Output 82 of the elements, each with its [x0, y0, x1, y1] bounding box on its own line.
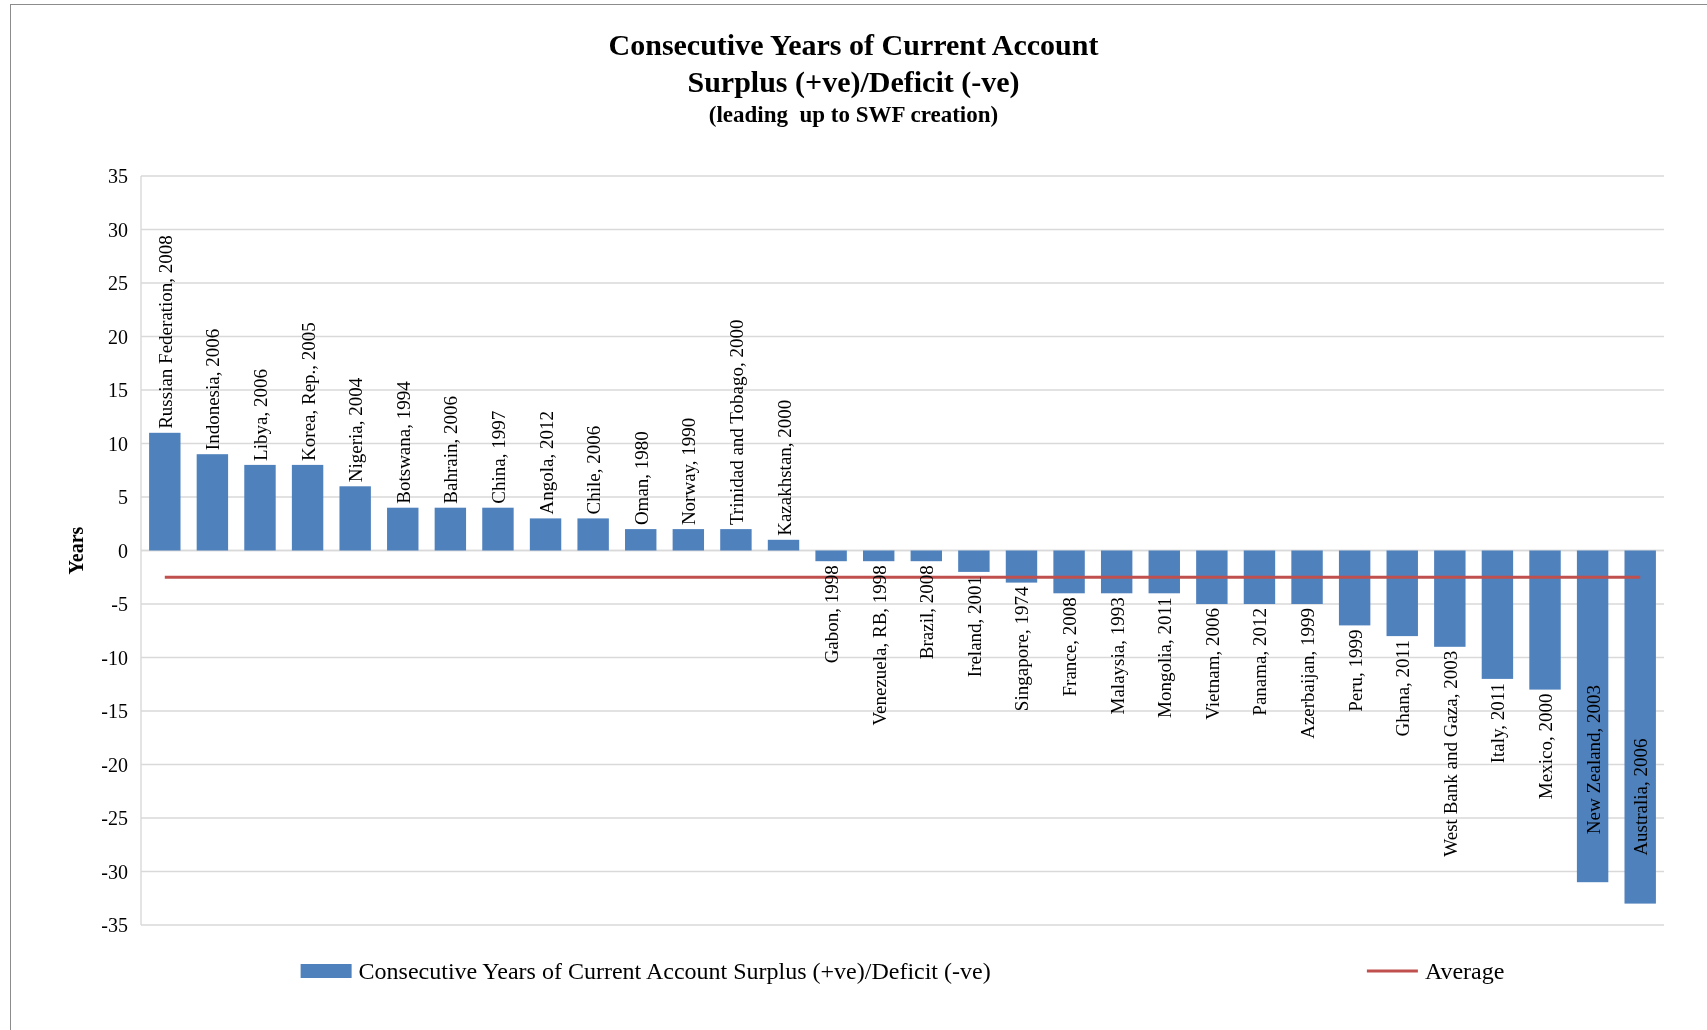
x-tick-label: Singapore, 1974: [1010, 586, 1032, 712]
bar: [1624, 550, 1656, 904]
y-tick-label: 10: [108, 432, 128, 455]
y-tick-label: -15: [101, 700, 128, 722]
x-tick-label: Bahrain, 2006: [439, 396, 461, 504]
bar: [1386, 550, 1418, 637]
y-tick-label: -10: [101, 646, 128, 669]
x-tick-label: Botswana, 1994: [392, 380, 414, 504]
bar: [958, 550, 990, 572]
x-tick-label: Gabon, 1998: [820, 565, 842, 664]
bar: [1196, 550, 1228, 604]
x-tick-label: Mexico, 2000: [1534, 693, 1556, 800]
y-tick-label: -20: [101, 753, 128, 776]
bar: [1434, 550, 1466, 647]
x-tick-label: Vietnam, 2006: [1201, 608, 1223, 720]
y-tick-label: -30: [101, 860, 128, 883]
x-tick-label: Libya, 2006: [249, 369, 271, 461]
bar: [863, 550, 895, 562]
bar: [1053, 550, 1085, 594]
chart-title: Consecutive Years of Current Account Surplus (+ve)/Deficit (-ve): [608, 27, 1099, 99]
bar: [815, 550, 847, 562]
x-tick-label: Korea, Rep., 2005: [297, 322, 319, 461]
x-tick-label: Ghana, 2011: [1391, 640, 1413, 737]
legend-label: Consecutive Years of Current Account Surplus (+ve)/Deficit (-ve): [358, 958, 991, 984]
x-tick-label: Brazil, 2008: [915, 565, 937, 660]
x-tick-label: Nigeria, 2004: [344, 377, 366, 483]
bar: [720, 529, 752, 551]
bar: [291, 464, 324, 551]
x-tick-label: Russian Federation, 2008: [154, 235, 176, 429]
x-tick-label: Peru, 1999: [1344, 629, 1366, 712]
x-tick-label: New Zealand, 2003: [1582, 684, 1604, 835]
x-tick-label: Angola, 2012: [535, 410, 557, 515]
y-axis-title: Years: [65, 526, 87, 575]
y-tick-label: -5: [111, 593, 128, 615]
y-tick-label: 15: [108, 379, 128, 401]
bar: [1481, 550, 1514, 679]
legend-label: Average: [1424, 958, 1505, 984]
bar: [767, 539, 800, 551]
x-tick-label: Trinidad and Tobago, 2000: [725, 319, 747, 526]
y-tick-label: 5: [118, 486, 128, 508]
bar: [149, 432, 181, 551]
chart-subtitle: (leading up to SWF creation): [708, 101, 999, 127]
x-tick-label: France, 2008: [1058, 597, 1080, 697]
y-tick-label: 30: [108, 218, 128, 241]
bar: [1243, 550, 1276, 604]
bar: [1100, 550, 1133, 594]
bar: [244, 464, 276, 551]
x-tick-label: Malaysia, 1993: [1106, 597, 1128, 715]
bar: [1291, 550, 1323, 604]
x-tick-label: Venezuela, RB, 1998: [868, 565, 890, 726]
x-tick-label: Chile, 2006: [582, 425, 604, 515]
x-tick-label: Ireland, 2001: [963, 575, 985, 678]
bar: [625, 529, 657, 551]
bar: [196, 454, 229, 551]
x-tick-label: Mongolia, 2011: [1153, 597, 1175, 718]
x-tick-label: Panama, 2012: [1248, 608, 1270, 716]
bar: [1148, 550, 1180, 594]
x-tick-label: Oman, 1980: [630, 431, 652, 526]
bar: [910, 550, 942, 562]
x-tick-label: West Bank and Gaza, 2003: [1439, 650, 1461, 857]
bar: [1529, 550, 1561, 690]
bar: [529, 518, 562, 551]
bar: [672, 529, 705, 551]
y-tick-label: -25: [101, 807, 128, 829]
bar: [1338, 550, 1371, 626]
x-tick-label: Azerbaijan, 1999: [1296, 608, 1318, 739]
x-tick-label: Italy, 2011: [1486, 682, 1508, 764]
x-tick-label: China, 1997: [487, 410, 509, 504]
bar: [434, 507, 467, 551]
y-tick-label: 0: [118, 539, 128, 562]
y-tick-label: 35: [108, 165, 128, 187]
bar: [339, 486, 371, 551]
y-tick-label: -35: [101, 914, 128, 936]
x-tick-label: Kazakhstan, 2000: [773, 399, 795, 536]
x-tick-label: Australia, 2006: [1629, 738, 1651, 856]
bar: [387, 507, 419, 551]
x-tick-label: Norway, 1990: [677, 417, 699, 526]
y-tick-label: 20: [108, 325, 128, 348]
bar: [577, 518, 609, 551]
y-tick-label: 25: [108, 272, 128, 294]
x-tick-label: Indonesia, 2006: [201, 328, 223, 451]
bar: [482, 507, 514, 551]
